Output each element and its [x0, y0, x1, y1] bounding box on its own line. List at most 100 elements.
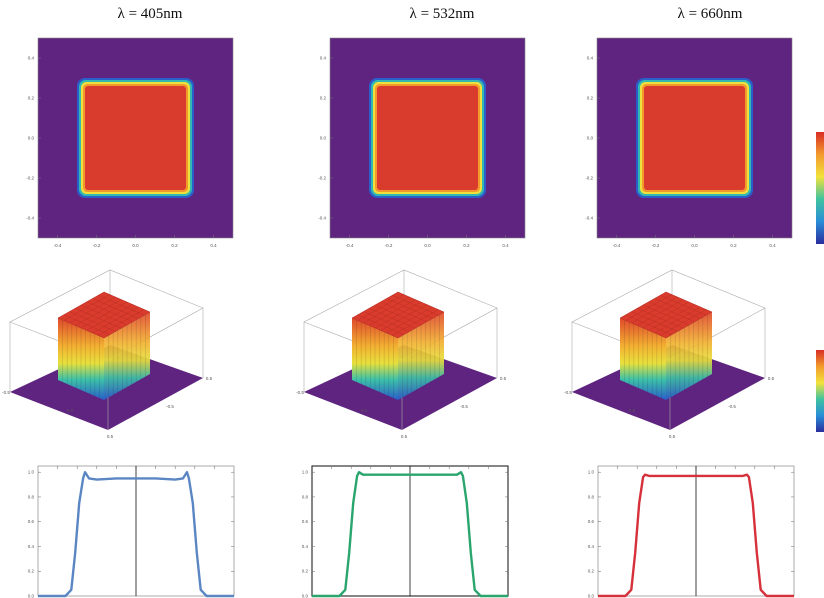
- y-tick-label: 0.4: [588, 544, 595, 549]
- y-tick-label: 0.6: [302, 519, 309, 524]
- surface-2: -0.5 0.0 0.5 -0.5 0.5: [564, 269, 824, 439]
- surface-grid: [69, 311, 116, 332]
- surface-tick-label: -0.5: [2, 390, 10, 395]
- surface-grid: [357, 314, 404, 335]
- y-tick-label: 1.0: [588, 470, 595, 475]
- surface-grid: [92, 298, 139, 319]
- surface-grid: [86, 301, 133, 322]
- heatmap-square-layer: [644, 86, 745, 190]
- y-tick-label: 0.0: [320, 136, 327, 141]
- surface-side-left: [352, 318, 398, 400]
- surface-grid: [642, 304, 690, 326]
- surface-grid: [648, 301, 695, 322]
- surface-grid: [69, 296, 116, 324]
- x-tick-label: 0.0: [691, 243, 698, 248]
- y-tick-label: 0.2: [587, 96, 594, 101]
- surface-grid: [369, 308, 416, 329]
- surface-tick-label: 0.5: [669, 434, 676, 439]
- surface-grid: [660, 295, 707, 316]
- x-tick-label: 0.0: [424, 243, 431, 248]
- x-tick-label: 0.2: [171, 243, 178, 248]
- surface-grid: [92, 306, 139, 334]
- y-tick-label: 0.0: [588, 594, 595, 598]
- profile-0: 1.0 0.8 0.6 0.4 0.2 0.0: [28, 465, 235, 598]
- surface-side-left: [58, 318, 104, 400]
- surface-grid: [637, 299, 684, 326]
- surface-grid: [363, 296, 410, 324]
- surface-grid: [648, 304, 695, 331]
- surface-tick-label: -0.5: [564, 390, 572, 395]
- y-tick-label: -0.2: [585, 176, 593, 181]
- surface-1: -0.5 0.0 0.5 -0.5 0.5: [296, 269, 507, 439]
- y-tick-label: 0.0: [302, 594, 309, 598]
- x-tick-label: 0.4: [210, 243, 217, 248]
- surface-tick-label: -0.5: [296, 390, 304, 395]
- surface-tick-label: 0.5: [401, 434, 408, 439]
- surface-grid: [75, 299, 122, 326]
- x-tick-label: 0.0: [132, 243, 139, 248]
- surface-grid: [631, 311, 678, 332]
- title-660: λ = 660nm: [677, 6, 743, 22]
- y-tick-label: 0.0: [587, 136, 594, 141]
- y-tick-label: -0.2: [26, 176, 34, 181]
- x-tick-label: -0.4: [346, 243, 354, 248]
- x-tick-label: -0.2: [385, 243, 393, 248]
- heatmap-0: -0.4 -0.2 0.0 0.2 0.4 0.4 0.2 0.0 -0.2 -0.4: [26, 37, 234, 248]
- surface-grid: [380, 304, 427, 331]
- title-532: λ = 532nm: [409, 6, 475, 22]
- x-tick-label: 0.4: [769, 243, 776, 248]
- surface-grid: [625, 314, 672, 335]
- y-tick-label: 0.4: [587, 56, 594, 61]
- surface-grid: [386, 298, 433, 319]
- y-tick-label: 0.2: [320, 96, 327, 101]
- x-tick-label: 0.4: [502, 243, 509, 248]
- surface-grid: [654, 306, 701, 334]
- x-tick-label: -0.4: [54, 243, 62, 248]
- y-tick-label: 0.4: [28, 56, 35, 61]
- surface-tick-label: 0.5: [107, 434, 114, 439]
- surface-tick-label: 0.0: [629, 408, 636, 413]
- surface-tick-label: -0.5: [460, 404, 468, 409]
- surface-grid: [363, 311, 410, 332]
- surface-grid: [80, 301, 128, 329]
- y-tick-label: 0.8: [302, 494, 309, 499]
- surface-plateau: [351, 291, 445, 339]
- colorbar-top: [816, 132, 824, 244]
- y-tick-label: 0.2: [588, 569, 595, 574]
- surface-grid: [80, 304, 128, 326]
- y-tick-label: -0.2: [318, 176, 326, 181]
- surface-grid: [625, 294, 672, 321]
- surface-tick-label: -0.5: [728, 404, 736, 409]
- y-tick-label: 0.2: [302, 569, 309, 574]
- heatmap-2: -0.4 -0.2 0.0 0.2 0.4 0.4 0.2 0.0 -0.2 -0.4: [585, 37, 824, 248]
- surface-grid: [63, 294, 110, 321]
- y-tick-label: 0.0: [28, 594, 35, 598]
- surface-grid: [637, 308, 684, 329]
- surface-grid: [660, 309, 707, 336]
- surface-plateau: [619, 291, 713, 339]
- surface-tick-label: 0.0: [361, 408, 368, 413]
- profile-line: [598, 473, 794, 598]
- y-tick-label: 0.8: [28, 494, 35, 499]
- y-tick-label: 0.0: [28, 136, 35, 141]
- surface-tick-label: 0.5: [768, 376, 775, 381]
- y-tick-label: 0.2: [28, 569, 35, 574]
- surface-tick-label: 0.0: [67, 408, 74, 413]
- surface-grid: [380, 301, 427, 322]
- surface-grid: [631, 296, 678, 324]
- profile-2: 1.0 0.8 0.6 0.4 0.2 0.0: [588, 465, 795, 598]
- x-tick-label: -0.4: [613, 243, 621, 248]
- x-tick-label: 0.2: [463, 243, 470, 248]
- y-tick-label: 0.4: [302, 544, 309, 549]
- surface-grid: [642, 301, 690, 329]
- surface-grid: [357, 294, 404, 321]
- surface-grid: [374, 301, 422, 329]
- y-tick-label: 0.4: [320, 56, 327, 61]
- surface-grid: [374, 304, 422, 326]
- x-tick-label: 0.2: [730, 243, 737, 248]
- colorbar-middle: [816, 350, 824, 432]
- surface-tick-label: 0.5: [500, 376, 507, 381]
- surface-side-right: [104, 312, 150, 400]
